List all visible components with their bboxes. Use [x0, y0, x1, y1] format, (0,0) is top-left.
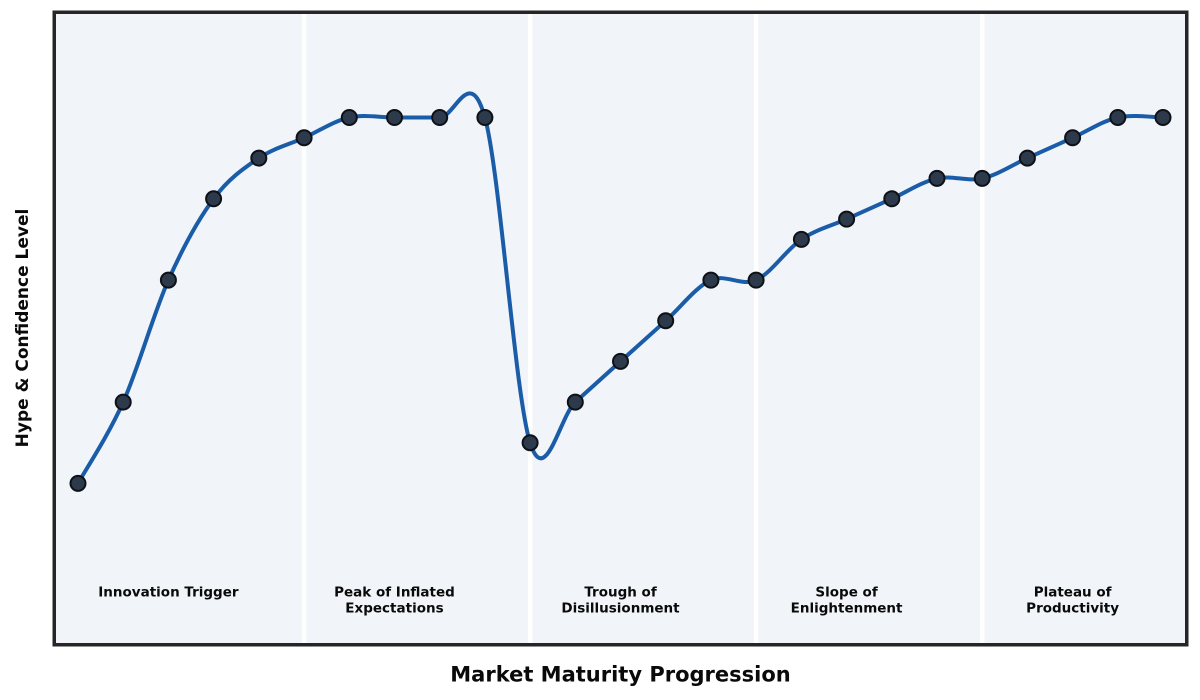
curve-point — [1109, 109, 1127, 126]
curve-point — [973, 169, 991, 187]
plot-background — [56, 14, 1185, 644]
curve-point — [69, 474, 87, 492]
curve-point — [792, 230, 810, 248]
curve-point — [386, 109, 403, 126]
phase-dividers — [301, 14, 985, 644]
curve-point — [1064, 129, 1082, 147]
curve-point — [612, 352, 629, 370]
curve-point — [747, 271, 765, 289]
curve-point — [1154, 109, 1172, 126]
phase-label-trough-of-disillusionment: Trough of Disillusionment — [561, 585, 680, 617]
curve-point — [295, 129, 313, 147]
phase-labels: Innovation Trigger Peak of Inflated Expec… — [98, 585, 1119, 617]
curve-point — [1018, 149, 1036, 167]
hype-curve — [76, 91, 1165, 486]
curve-point — [340, 109, 358, 126]
curve-point — [928, 169, 946, 187]
curve-point — [883, 190, 901, 208]
curve-point — [702, 271, 720, 289]
curve-point — [521, 434, 539, 452]
data-points — [69, 109, 1172, 492]
curve-point — [250, 149, 268, 167]
y-axis-label: Hype & Confidence Level — [13, 209, 33, 448]
curve-point — [431, 109, 449, 126]
curve-point — [114, 393, 132, 411]
curve-point — [205, 190, 223, 208]
phase-label-plateau-of-productivity: Plateau of Productivity — [1026, 585, 1119, 617]
curve-point — [159, 271, 177, 289]
x-axis-label: Market Maturity Progression — [450, 663, 790, 687]
curve-point — [657, 312, 675, 330]
curve-point — [566, 393, 584, 411]
phase-label-slope-of-enlightenment: Slope of Enlightenment — [791, 585, 903, 617]
plot-border — [52, 10, 1189, 647]
curve-point — [838, 210, 856, 228]
phase-label-peak-of-inflated-expectations: Peak of Inflated Expectations — [334, 585, 455, 617]
curve-point — [476, 109, 494, 126]
phase-label-innovation-trigger: Innovation Trigger — [98, 585, 239, 601]
